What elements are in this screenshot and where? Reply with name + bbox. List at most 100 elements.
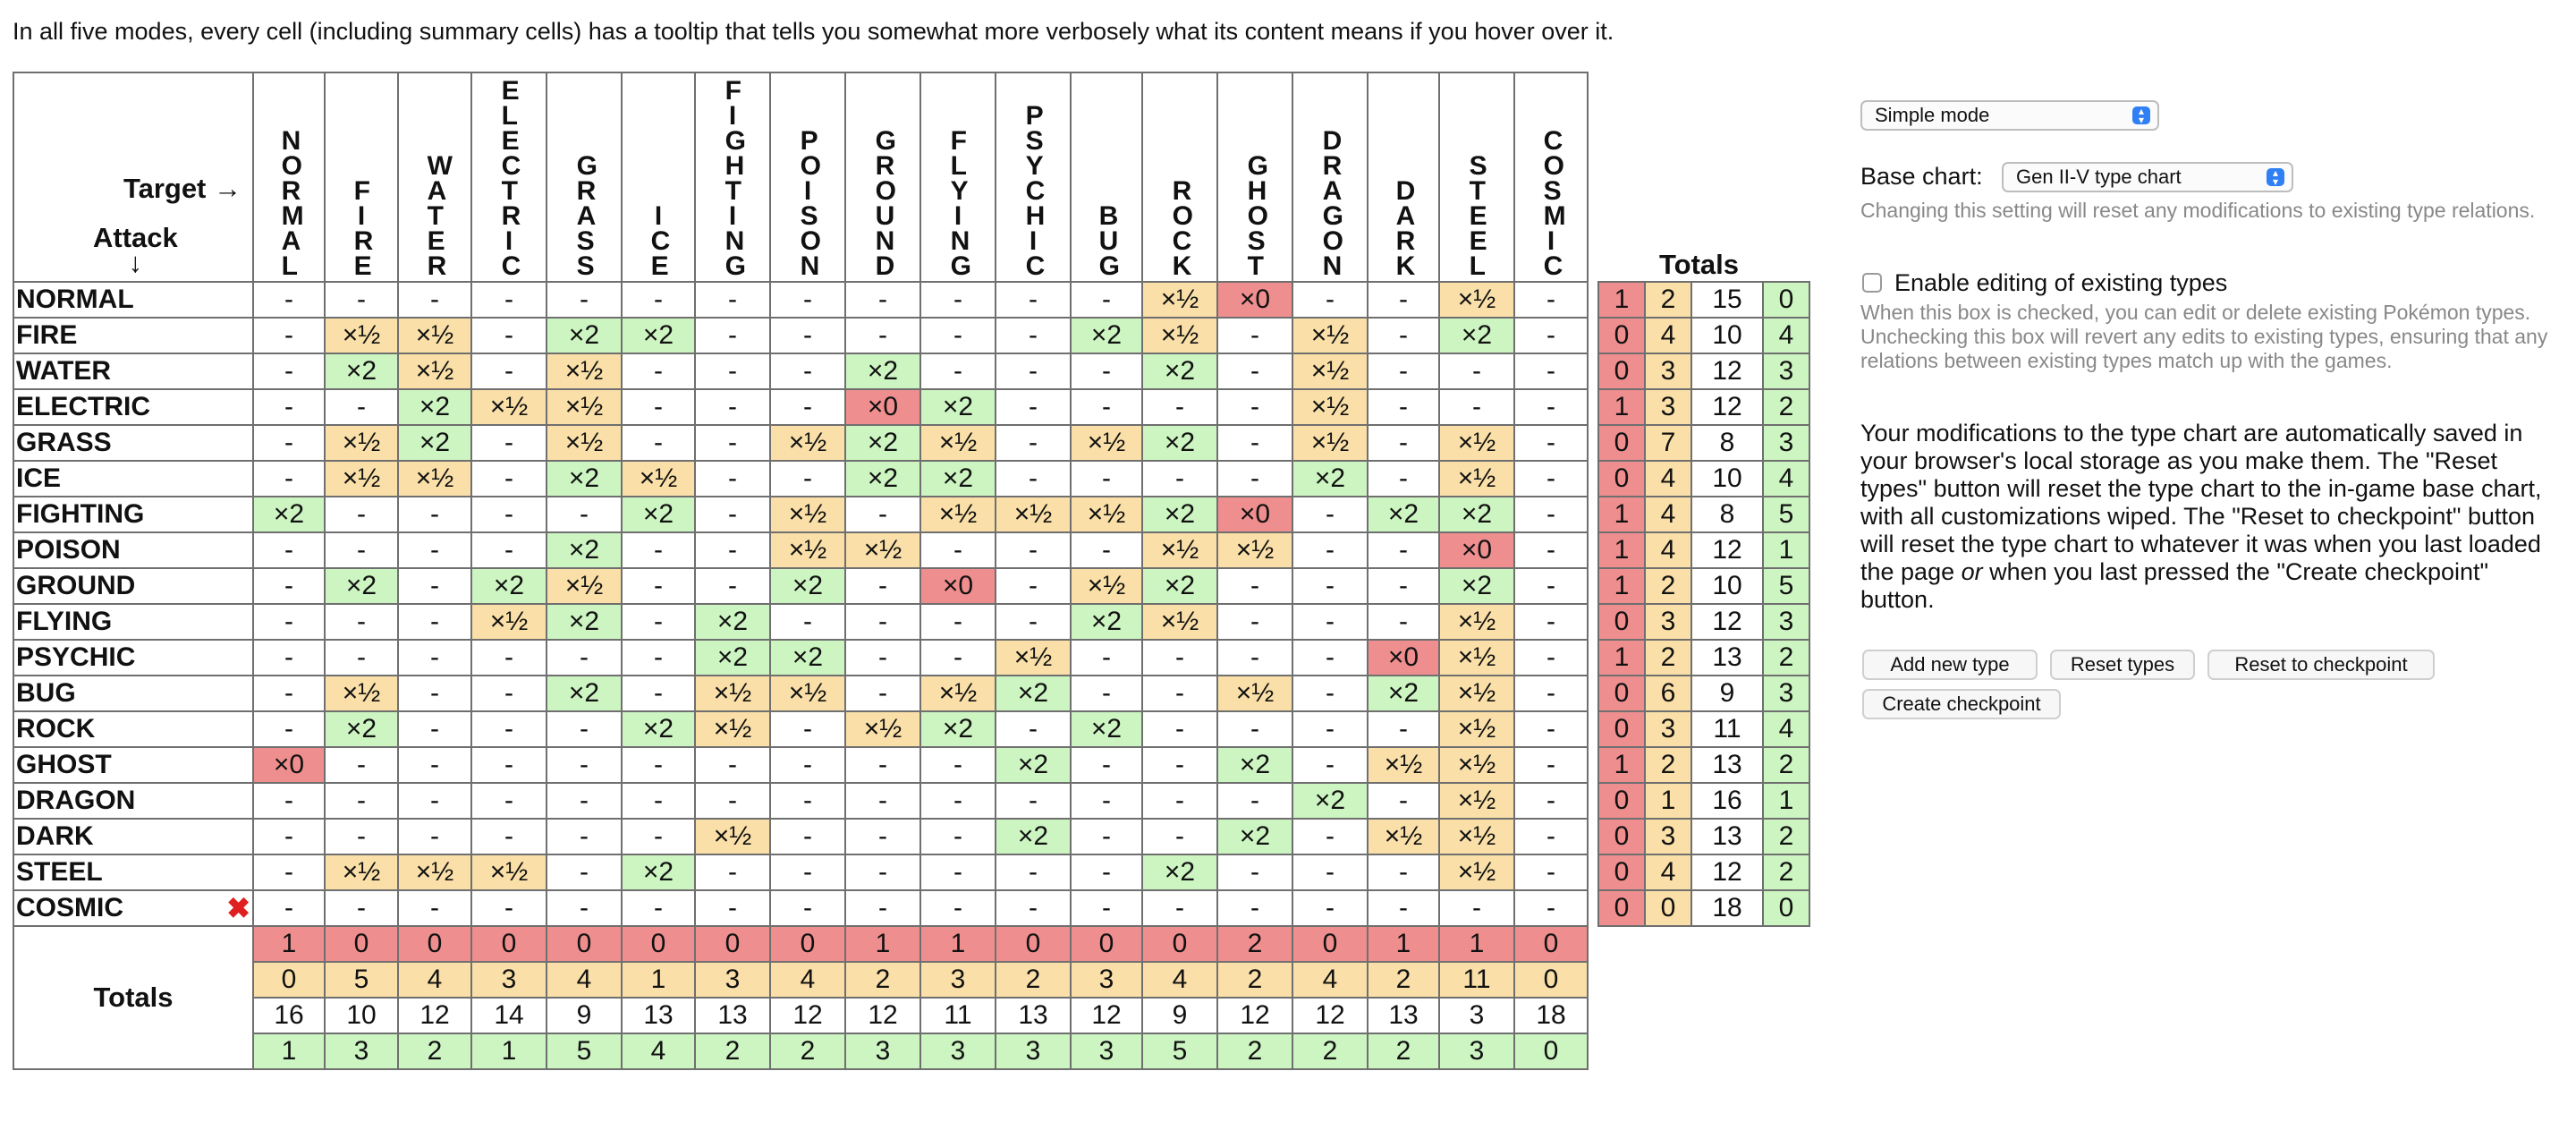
matchup-cell[interactable]: - (1367, 889, 1440, 927)
matchup-cell[interactable]: - (397, 818, 472, 855)
matchup-cell[interactable]: ×½ (1216, 531, 1293, 569)
matchup-cell[interactable]: - (1367, 353, 1440, 390)
matchup-cell[interactable]: - (470, 353, 547, 390)
row-summary-cell[interactable]: 12 (1690, 531, 1764, 569)
column-summary-cell[interactable]: 13 (621, 997, 696, 1034)
matchup-cell[interactable]: - (324, 281, 399, 319)
matchup-cell[interactable]: ×2 (1292, 782, 1368, 820)
matchup-cell[interactable]: ×½ (546, 353, 623, 390)
row-summary-cell[interactable]: 1 (1597, 496, 1646, 533)
row-summary-cell[interactable]: 4 (1644, 496, 1692, 533)
matchup-cell[interactable]: - (694, 281, 771, 319)
row-summary-cell[interactable]: 3 (1762, 353, 1810, 390)
column-summary-cell[interactable]: 2 (769, 1033, 846, 1070)
matchup-cell[interactable]: - (621, 746, 696, 784)
matchup-cell[interactable]: - (769, 317, 846, 354)
matchup-cell[interactable]: - (1070, 388, 1143, 426)
matchup-cell[interactable]: ×½ (1070, 496, 1143, 533)
matchup-cell[interactable]: - (621, 782, 696, 820)
column-summary-cell[interactable]: 1 (844, 925, 921, 963)
matchup-cell[interactable]: ×½ (844, 531, 921, 569)
matchup-cell[interactable]: ×½ (769, 496, 846, 533)
matchup-cell[interactable]: ×½ (1292, 424, 1368, 462)
matchup-cell[interactable]: ×½ (324, 317, 399, 354)
matchup-cell[interactable]: ×2 (546, 531, 623, 569)
column-summary-cell[interactable]: 5 (1141, 1033, 1218, 1070)
matchup-cell[interactable]: ×2 (324, 710, 399, 748)
matchup-cell[interactable]: - (324, 889, 399, 927)
matchup-cell[interactable]: - (252, 818, 326, 855)
column-summary-cell[interactable]: 1 (1367, 925, 1440, 963)
add-new-type-button[interactable]: Add new type (1862, 650, 2038, 680)
column-summary-cell[interactable]: 2 (844, 961, 921, 999)
column-summary-cell[interactable]: 11 (919, 997, 996, 1034)
column-summary-cell[interactable]: 5 (546, 1033, 623, 1070)
matchup-cell[interactable]: - (252, 710, 326, 748)
column-summary-cell[interactable]: 4 (546, 961, 623, 999)
matchup-cell[interactable]: ×½ (995, 639, 1072, 676)
matchup-cell[interactable]: - (1292, 854, 1368, 891)
row-summary-cell[interactable]: 2 (1644, 639, 1692, 676)
column-summary-cell[interactable]: 4 (397, 961, 472, 999)
matchup-cell[interactable]: - (1513, 567, 1589, 605)
matchup-cell[interactable]: ×½ (546, 567, 623, 605)
matchup-cell[interactable]: - (621, 818, 696, 855)
column-summary-cell[interactable]: 9 (1141, 997, 1218, 1034)
matchup-cell[interactable]: - (1292, 603, 1368, 641)
matchup-cell[interactable]: - (995, 531, 1072, 569)
matchup-cell[interactable]: - (1070, 782, 1143, 820)
matchup-cell[interactable]: - (470, 531, 547, 569)
matchup-cell[interactable]: - (995, 424, 1072, 462)
row-summary-cell[interactable]: 0 (1597, 818, 1646, 855)
matchup-cell[interactable]: - (1513, 639, 1589, 676)
row-summary-cell[interactable]: 1 (1597, 567, 1646, 605)
matchup-cell[interactable]: ×½ (1438, 281, 1515, 319)
matchup-cell[interactable]: - (769, 353, 846, 390)
matchup-cell[interactable]: - (621, 531, 696, 569)
column-summary-cell[interactable]: 0 (1070, 925, 1143, 963)
matchup-cell[interactable]: - (1513, 746, 1589, 784)
matchup-cell[interactable]: - (1216, 854, 1293, 891)
matchup-cell[interactable]: ×2 (995, 818, 1072, 855)
matchup-cell[interactable]: - (1513, 889, 1589, 927)
matchup-cell[interactable]: - (769, 710, 846, 748)
matchup-cell[interactable]: - (919, 639, 996, 676)
row-summary-cell[interactable]: 10 (1690, 460, 1764, 497)
matchup-cell[interactable]: ×½ (397, 353, 472, 390)
matchup-cell[interactable]: ×2 (1216, 818, 1293, 855)
matchup-cell[interactable]: - (1070, 460, 1143, 497)
matchup-cell[interactable]: - (1216, 603, 1293, 641)
matchup-cell[interactable]: - (1367, 854, 1440, 891)
row-summary-cell[interactable]: 1 (1597, 281, 1646, 319)
matchup-cell[interactable]: ×½ (1367, 746, 1440, 784)
row-summary-cell[interactable]: 0 (1762, 281, 1810, 319)
matchup-cell[interactable]: ×2 (621, 496, 696, 533)
column-summary-cell[interactable]: 0 (769, 925, 846, 963)
matchup-cell[interactable]: - (694, 496, 771, 533)
matchup-cell[interactable]: - (919, 531, 996, 569)
matchup-cell[interactable]: - (1513, 460, 1589, 497)
row-summary-cell[interactable]: 1 (1597, 531, 1646, 569)
column-summary-cell[interactable]: 3 (844, 1033, 921, 1070)
row-summary-cell[interactable]: 4 (1762, 710, 1810, 748)
matchup-cell[interactable]: - (1292, 675, 1368, 712)
row-summary-cell[interactable]: 3 (1644, 388, 1692, 426)
matchup-cell[interactable]: ×0 (1216, 496, 1293, 533)
matchup-cell[interactable]: - (1513, 496, 1589, 533)
matchup-cell[interactable]: ×0 (1216, 281, 1293, 319)
matchup-cell[interactable]: ×2 (1070, 710, 1143, 748)
column-summary-cell[interactable]: 0 (546, 925, 623, 963)
matchup-cell[interactable]: - (1513, 854, 1589, 891)
matchup-cell[interactable]: - (995, 603, 1072, 641)
row-summary-cell[interactable]: 8 (1690, 424, 1764, 462)
column-summary-cell[interactable]: 12 (397, 997, 472, 1034)
matchup-cell[interactable]: - (919, 818, 996, 855)
row-summary-cell[interactable]: 1 (1762, 531, 1810, 569)
matchup-cell[interactable]: ×½ (694, 710, 771, 748)
matchup-cell[interactable]: - (546, 710, 623, 748)
column-summary-cell[interactable]: 1 (621, 961, 696, 999)
matchup-cell[interactable]: ×2 (1141, 424, 1218, 462)
matchup-cell[interactable]: - (694, 388, 771, 426)
matchup-cell[interactable]: ×½ (919, 424, 996, 462)
matchup-cell[interactable]: - (1216, 317, 1293, 354)
